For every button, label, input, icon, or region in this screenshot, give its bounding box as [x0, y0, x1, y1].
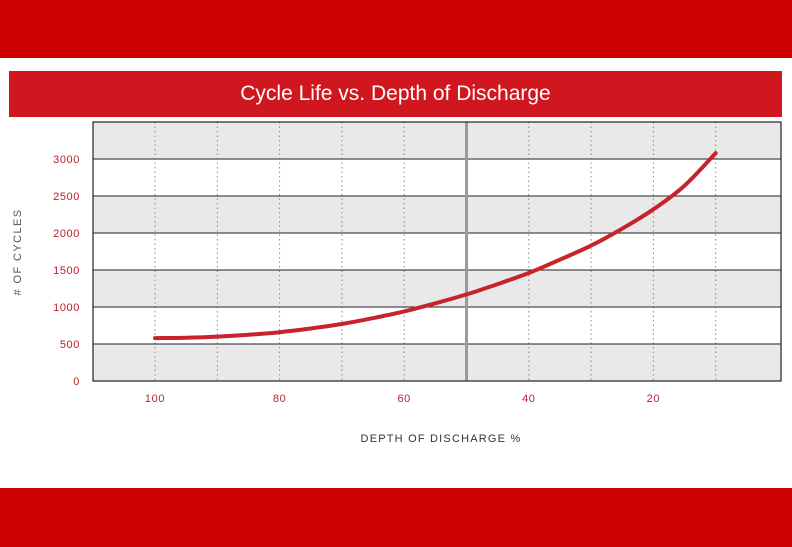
cycle-life-chart: 0 500 1000 1500 2000 2500 3000 100 80 60 40 20 DEP… — [12, 121, 782, 445]
plot-band — [93, 344, 781, 381]
y-tick-label: 1500 — [53, 265, 80, 277]
plot-frame — [92, 121, 782, 382]
cycle-life-curve — [153, 151, 718, 341]
title-bar: Cycle Life vs. Depth of Discharge — [9, 71, 782, 117]
plot-band — [93, 122, 781, 159]
plot-area — [93, 122, 781, 381]
y-tick-label: 3000 — [53, 154, 80, 166]
x-tick-label: 20 — [647, 393, 660, 405]
top-banner — [0, 0, 792, 58]
chart-title: Cycle Life vs. Depth of Discharge — [240, 82, 551, 105]
y-tick-label: 2000 — [53, 228, 80, 240]
y-tick-label: 0 — [73, 376, 80, 388]
x-tick-label: 100 — [145, 393, 165, 405]
plot-band — [93, 196, 781, 233]
x-tick-label: 80 — [273, 393, 286, 405]
y-tick-label: 1000 — [53, 302, 80, 314]
y-tick-label: 500 — [60, 339, 80, 351]
x-axis-label: DEPTH OF DISCHARGE % — [361, 433, 522, 445]
x-tick-label: 40 — [522, 393, 535, 405]
x-tick-label: 60 — [397, 393, 410, 405]
y-axis-label: # OF CYCLES — [12, 209, 24, 296]
y-tick-label: 2500 — [53, 191, 80, 203]
bottom-banner — [0, 488, 792, 547]
